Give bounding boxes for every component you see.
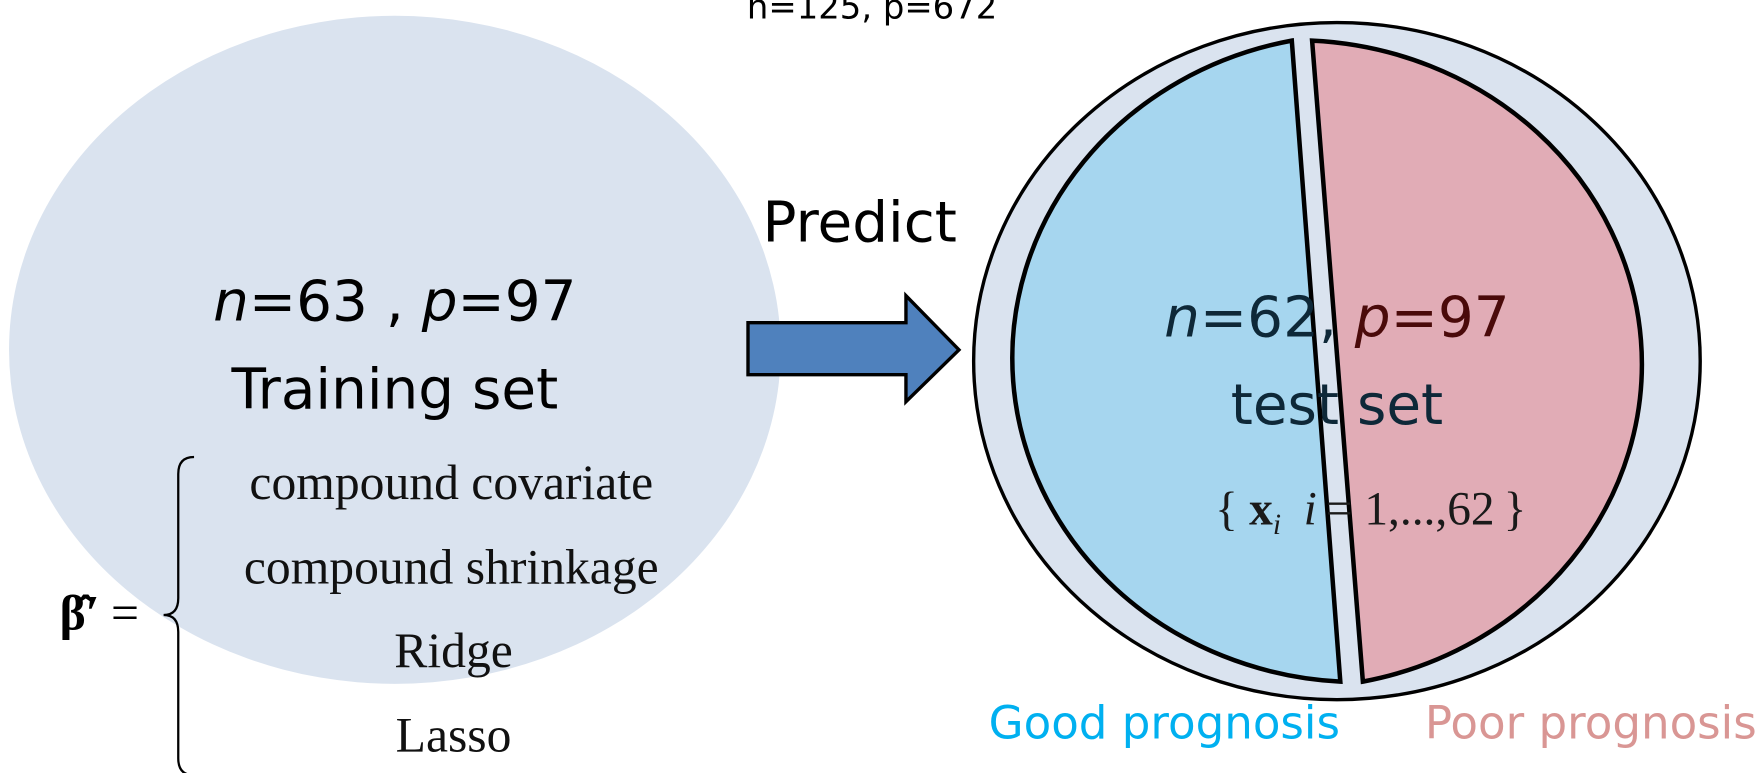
text-part: =62, bbox=[1200, 285, 1355, 350]
text-part: =63 , bbox=[249, 269, 422, 334]
group-label: Good prognosis bbox=[989, 697, 1340, 750]
text-part: = bbox=[111, 586, 139, 641]
test-stats: n=62, p=97 bbox=[1164, 285, 1509, 350]
training-label: Training set bbox=[231, 357, 559, 422]
text-part: p bbox=[421, 269, 458, 334]
text-part: i bbox=[1304, 483, 1317, 535]
estimator: β̂′ = bbox=[60, 586, 139, 641]
header-title: n=125, p=672 bbox=[747, 0, 997, 27]
text-part: β̂′ bbox=[60, 586, 100, 641]
training-ellipse bbox=[9, 15, 781, 684]
good-half bbox=[1010, 37, 1343, 684]
arrow-label: Predict bbox=[763, 190, 957, 255]
method: Ridge bbox=[394, 623, 513, 678]
group-label: Poor prognosis bbox=[1425, 697, 1757, 750]
text-part: i bbox=[1273, 509, 1281, 541]
text-part: =97 bbox=[458, 269, 577, 334]
method: compound covariate bbox=[249, 455, 653, 510]
text-part: =97 bbox=[1391, 285, 1510, 350]
method: Lasso bbox=[396, 708, 512, 763]
poor-half bbox=[1309, 38, 1645, 685]
text-part: x bbox=[1249, 483, 1273, 535]
brace bbox=[163, 455, 195, 773]
text-part: n bbox=[213, 269, 249, 334]
text-part: { bbox=[1215, 483, 1238, 535]
text-part: = 1,...,62 bbox=[1326, 483, 1495, 535]
method: compound shrinkage bbox=[244, 540, 659, 595]
arrow bbox=[746, 291, 962, 406]
training-stats: n=63 , p=97 bbox=[213, 269, 576, 334]
text-part: p bbox=[1354, 285, 1391, 350]
test-label: test set bbox=[1231, 373, 1443, 438]
text-part: } bbox=[1504, 483, 1527, 535]
text-part: n bbox=[1164, 285, 1200, 350]
test-formula: {xi i = 1,...,62} bbox=[1215, 483, 1526, 540]
